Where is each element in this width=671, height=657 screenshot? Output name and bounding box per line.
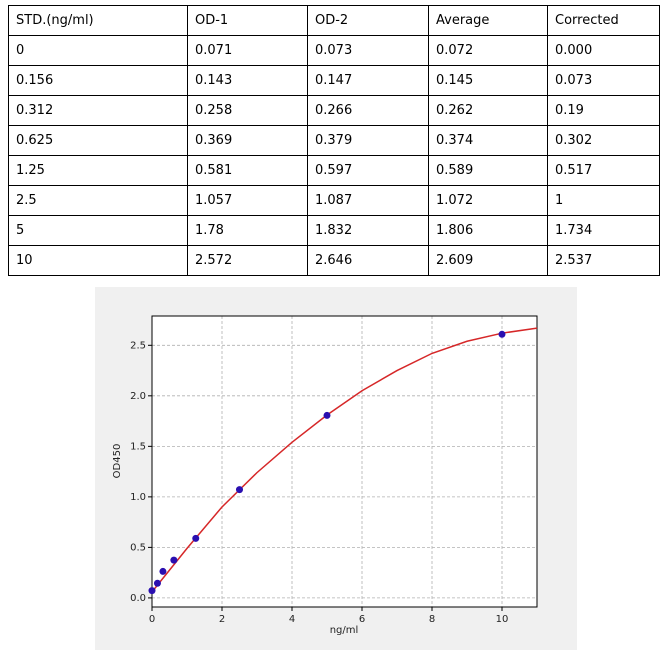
- y-axis-label: OD450: [112, 444, 123, 479]
- table-cell: 1.78: [187, 215, 308, 246]
- table-row: 5 1.78 1.832 1.806 1.734: [8, 215, 660, 246]
- table-cell: Average: [428, 5, 548, 36]
- header-row: STD.(ng/ml) OD-1 OD-2 Average Corrected: [8, 5, 660, 36]
- y-tick-label: 0.5: [130, 542, 146, 553]
- table-cell: 0.145: [428, 65, 548, 96]
- table-cell: 0.071: [187, 35, 308, 66]
- table-cell: 0.073: [307, 35, 429, 66]
- plot-area: [152, 316, 537, 607]
- table-cell: 0.517: [547, 155, 660, 186]
- table-cell: 2.609: [428, 245, 548, 276]
- table-cell: 0.374: [428, 125, 548, 156]
- table-cell: 2.646: [307, 245, 429, 276]
- plot-frame: [151, 315, 538, 608]
- x-tick-label: 0: [149, 614, 155, 625]
- table-cell: 0.266: [307, 95, 429, 126]
- table-row: 0 0.071 0.073 0.072 0.000: [8, 35, 660, 66]
- table-body: STD.(ng/ml) OD-1 OD-2 Average Corrected 0 0.07…: [8, 5, 660, 276]
- data-point: [236, 486, 243, 494]
- data-point: [153, 579, 161, 587]
- y-tick-label: 0.0: [130, 593, 146, 604]
- data-point: [159, 567, 167, 575]
- table-cell: OD-1: [187, 5, 308, 36]
- table-cell: 0.589: [428, 155, 548, 186]
- data-point: [170, 556, 178, 564]
- x-tick-label: 2: [219, 614, 225, 625]
- table-cell: STD.(ng/ml): [8, 5, 188, 36]
- table-cell: 2.572: [187, 245, 308, 276]
- x-tick-label: 10: [496, 614, 509, 625]
- table-cell: 1.832: [307, 215, 429, 246]
- data-point: [192, 534, 200, 542]
- table-cell: 0.147: [307, 65, 429, 96]
- x-tick-label: 4: [289, 614, 295, 625]
- data-point: [498, 330, 506, 338]
- data-point: [323, 411, 331, 419]
- table-cell: 0.369: [187, 125, 308, 156]
- table-cell: 0.312: [8, 95, 188, 126]
- table-cell: 0.581: [187, 155, 308, 186]
- table-cell: 2.537: [547, 245, 660, 276]
- table-cell: 1: [547, 185, 660, 216]
- table-cell: 1.734: [547, 215, 660, 246]
- table-row: 0.312 0.258 0.266 0.262 0.19: [8, 95, 660, 126]
- y-tick-label: 1.0: [130, 492, 146, 503]
- x-tick-label: 6: [359, 614, 365, 625]
- table-cell: 0.262: [428, 95, 548, 126]
- x-tick-label: 8: [429, 614, 435, 625]
- x-axis-label: ng/ml: [330, 625, 359, 636]
- y-tick-label: 2.0: [130, 391, 146, 402]
- y-tick-label: 2.5: [130, 340, 146, 351]
- table-cell: Corrected: [547, 5, 660, 36]
- table-cell: 10: [8, 245, 188, 276]
- data-point: [148, 587, 156, 595]
- fit-curve: [151, 327, 538, 593]
- data-table: STD.(ng/ml) OD-1 OD-2 Average Corrected 0 0.07…: [8, 5, 660, 276]
- table-row: 10 2.572 2.646 2.609 2.537: [8, 245, 660, 276]
- y-tick-label: 1.5: [130, 441, 146, 452]
- table-cell: 2.5: [8, 185, 188, 216]
